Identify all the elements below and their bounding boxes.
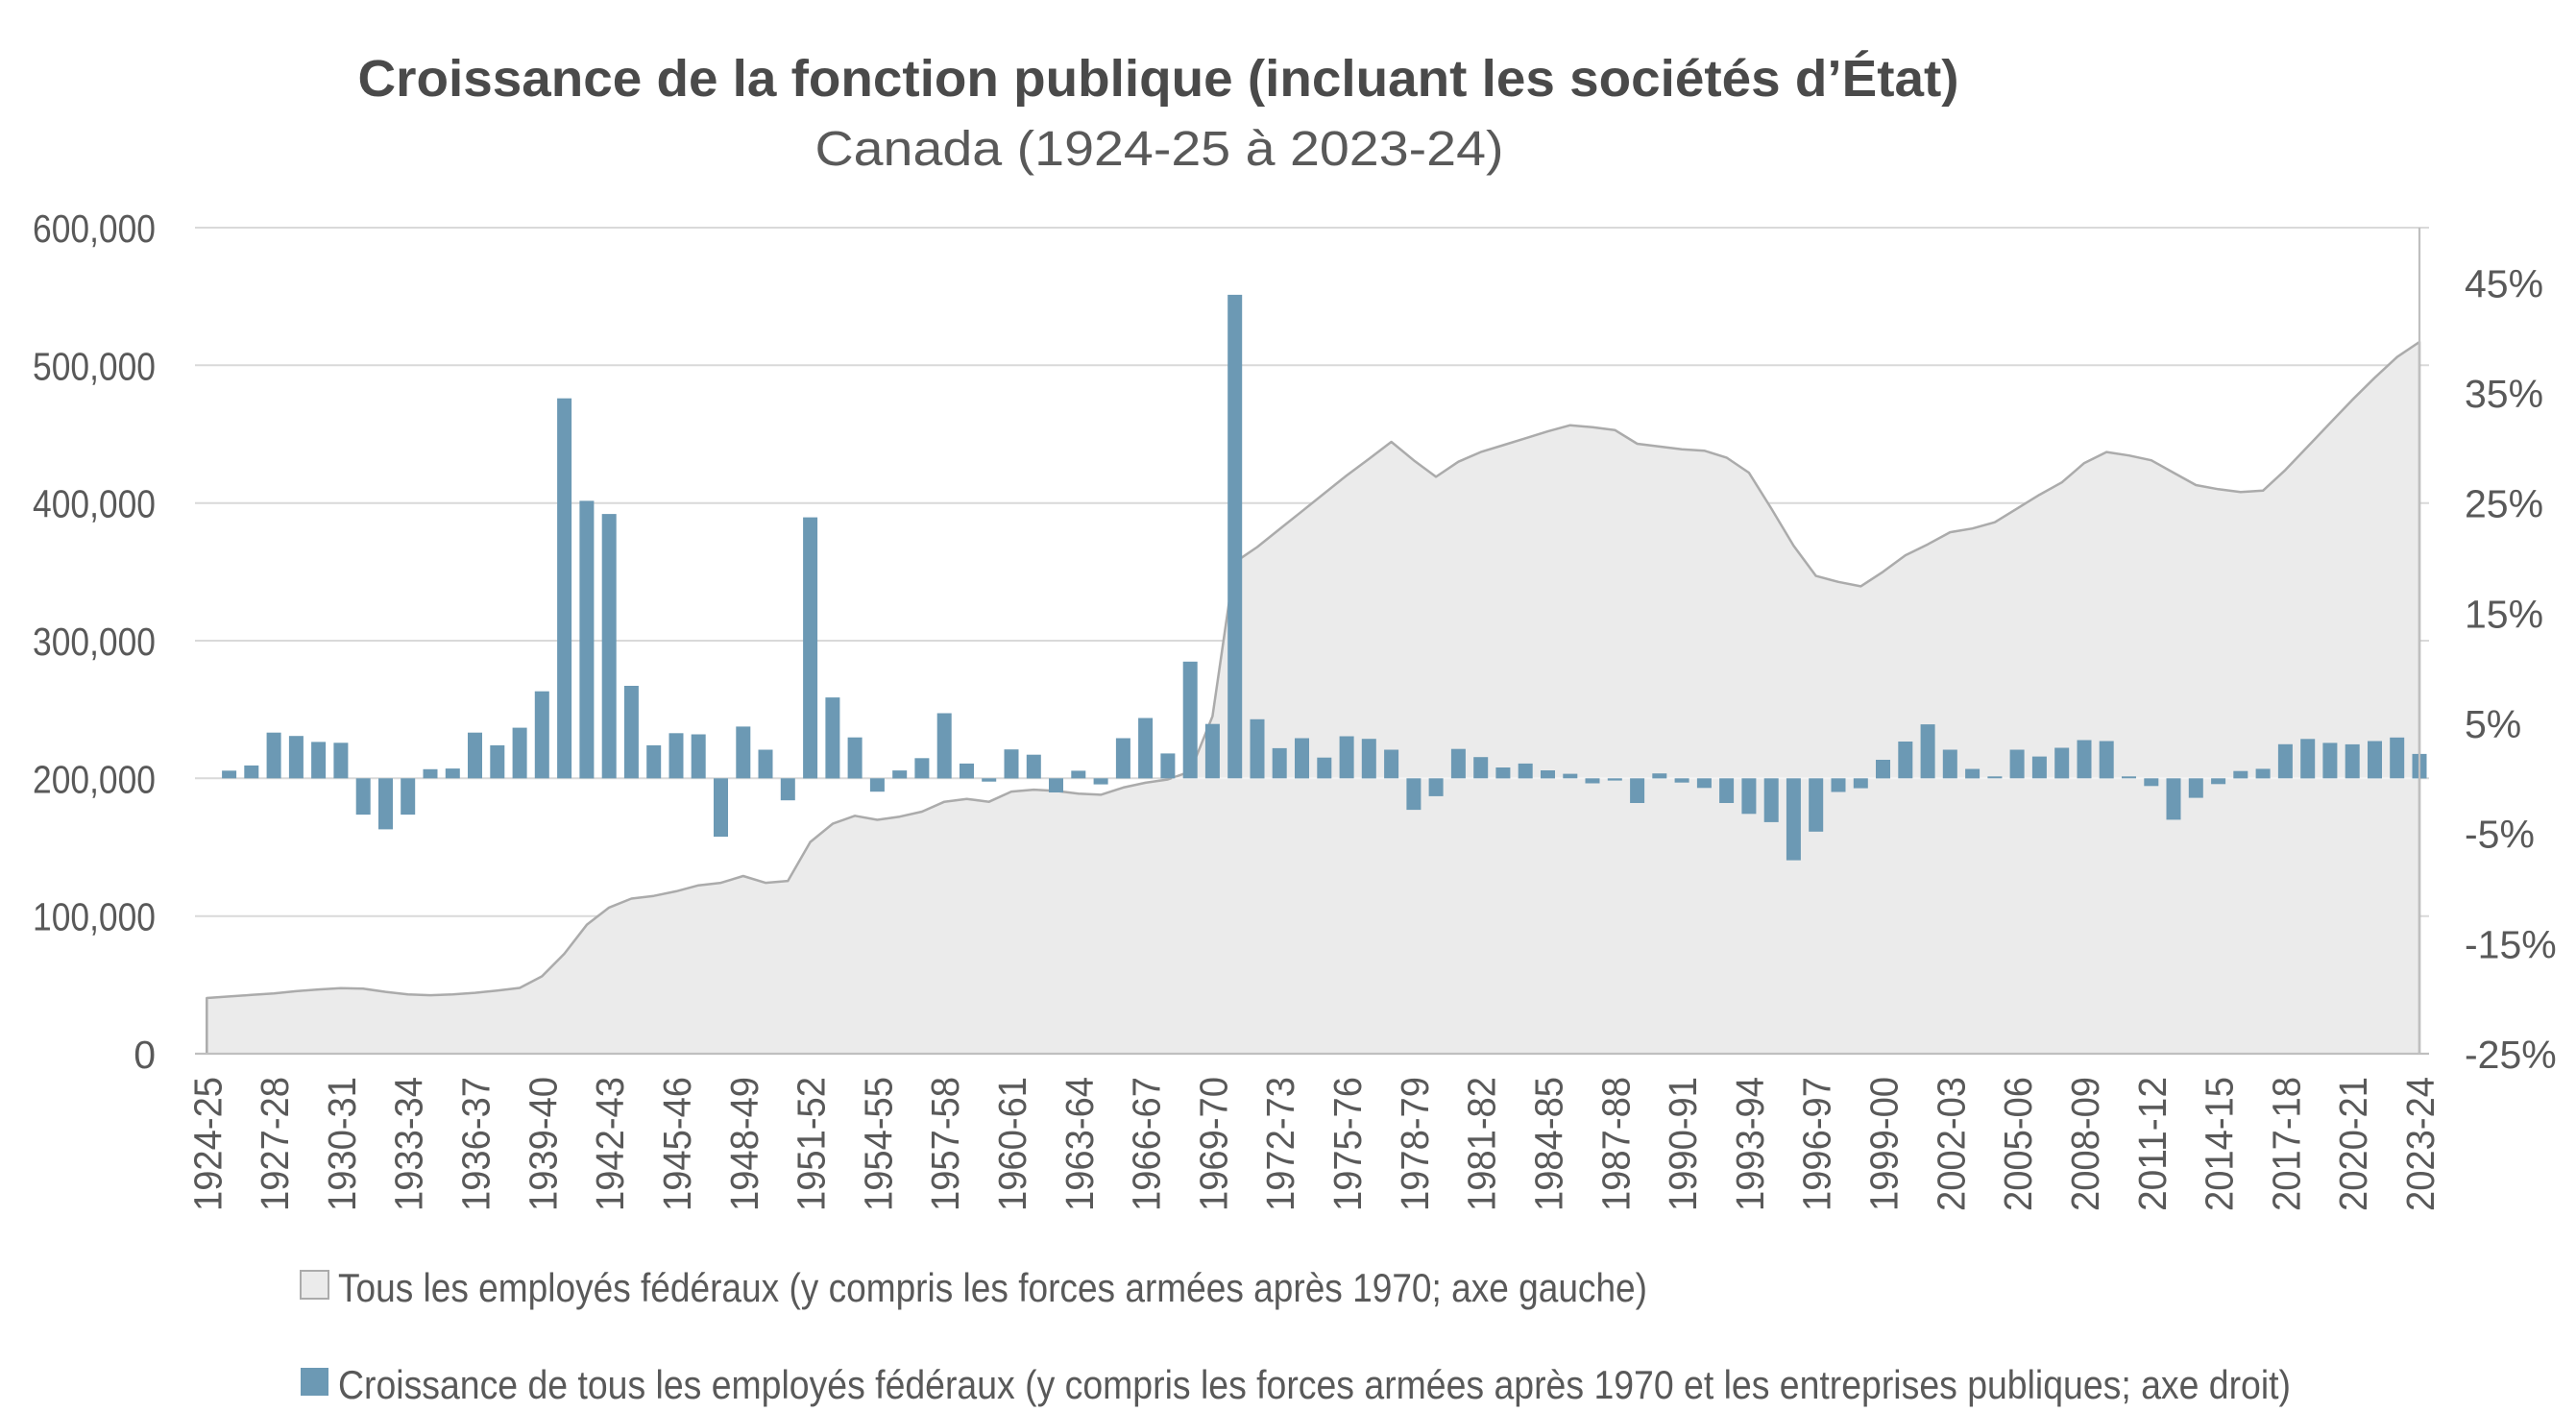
svg-text:Croissance de tous les employé: Croissance de tous les employés fédéraux… — [338, 1362, 2291, 1407]
svg-text:2020-21: 2020-21 — [2331, 1077, 2375, 1211]
svg-text:300,000: 300,000 — [33, 620, 156, 664]
svg-text:Canada (1924-25 à 2023-24): Canada (1924-25 à 2023-24) — [815, 121, 1504, 176]
svg-text:1963-64: 1963-64 — [1057, 1077, 1102, 1211]
svg-text:1999-00: 1999-00 — [1862, 1077, 1907, 1211]
svg-text:45%: 45% — [2465, 261, 2543, 305]
svg-text:1966-67: 1966-67 — [1125, 1077, 1169, 1211]
svg-text:1951-52: 1951-52 — [790, 1077, 834, 1211]
svg-text:100,000: 100,000 — [33, 895, 156, 939]
svg-text:1954-55: 1954-55 — [856, 1077, 900, 1211]
svg-text:1957-58: 1957-58 — [923, 1077, 967, 1211]
svg-text:-5%: -5% — [2465, 813, 2535, 857]
svg-text:1930-31: 1930-31 — [320, 1077, 364, 1211]
svg-text:-15%: -15% — [2465, 922, 2557, 966]
svg-text:0: 0 — [134, 1033, 156, 1077]
svg-text:1987-88: 1987-88 — [1593, 1077, 1638, 1211]
svg-text:2023-24: 2023-24 — [2398, 1077, 2442, 1211]
svg-text:25%: 25% — [2465, 482, 2543, 526]
svg-text:15%: 15% — [2465, 592, 2543, 636]
svg-text:1972-73: 1972-73 — [1258, 1077, 1302, 1211]
svg-text:1939-40: 1939-40 — [521, 1077, 565, 1211]
svg-text:2005-06: 2005-06 — [1996, 1077, 2040, 1211]
svg-text:1981-82: 1981-82 — [1460, 1077, 1504, 1211]
svg-text:1927-28: 1927-28 — [253, 1077, 297, 1211]
svg-text:2011-12: 2011-12 — [2130, 1077, 2175, 1211]
svg-text:5%: 5% — [2465, 702, 2521, 746]
svg-text:35%: 35% — [2465, 372, 2543, 416]
svg-text:200,000: 200,000 — [33, 757, 156, 801]
svg-text:1924-25: 1924-25 — [185, 1077, 230, 1211]
svg-text:1933-34: 1933-34 — [387, 1077, 431, 1211]
svg-text:1993-94: 1993-94 — [1728, 1077, 1772, 1211]
svg-text:-25%: -25% — [2465, 1033, 2557, 1077]
svg-text:2008-09: 2008-09 — [2063, 1077, 2107, 1211]
svg-text:1975-76: 1975-76 — [1325, 1077, 1370, 1211]
svg-text:2017-18: 2017-18 — [2264, 1077, 2308, 1211]
svg-text:1942-43: 1942-43 — [588, 1077, 632, 1211]
svg-text:1948-49: 1948-49 — [722, 1077, 766, 1211]
svg-text:2002-03: 2002-03 — [1929, 1077, 1973, 1211]
svg-text:Tous les employés fédéraux (y: Tous les employés fédéraux (y compris le… — [338, 1265, 1647, 1310]
svg-text:1996-97: 1996-97 — [1795, 1077, 1839, 1211]
svg-text:1978-79: 1978-79 — [1393, 1077, 1437, 1211]
svg-text:1990-91: 1990-91 — [1661, 1077, 1705, 1211]
svg-text:Croissance de la fonction publ: Croissance de la fonction publique (incl… — [358, 50, 1959, 108]
svg-text:500,000: 500,000 — [33, 344, 156, 388]
svg-text:2014-15: 2014-15 — [2198, 1077, 2242, 1211]
svg-text:1960-61: 1960-61 — [990, 1077, 1034, 1211]
svg-text:1936-37: 1936-37 — [454, 1077, 498, 1211]
svg-text:400,000: 400,000 — [33, 482, 156, 526]
svg-text:1969-70: 1969-70 — [1191, 1077, 1235, 1211]
svg-text:1945-46: 1945-46 — [655, 1077, 699, 1211]
svg-text:1984-85: 1984-85 — [1527, 1077, 1571, 1211]
svg-text:600,000: 600,000 — [33, 207, 156, 251]
